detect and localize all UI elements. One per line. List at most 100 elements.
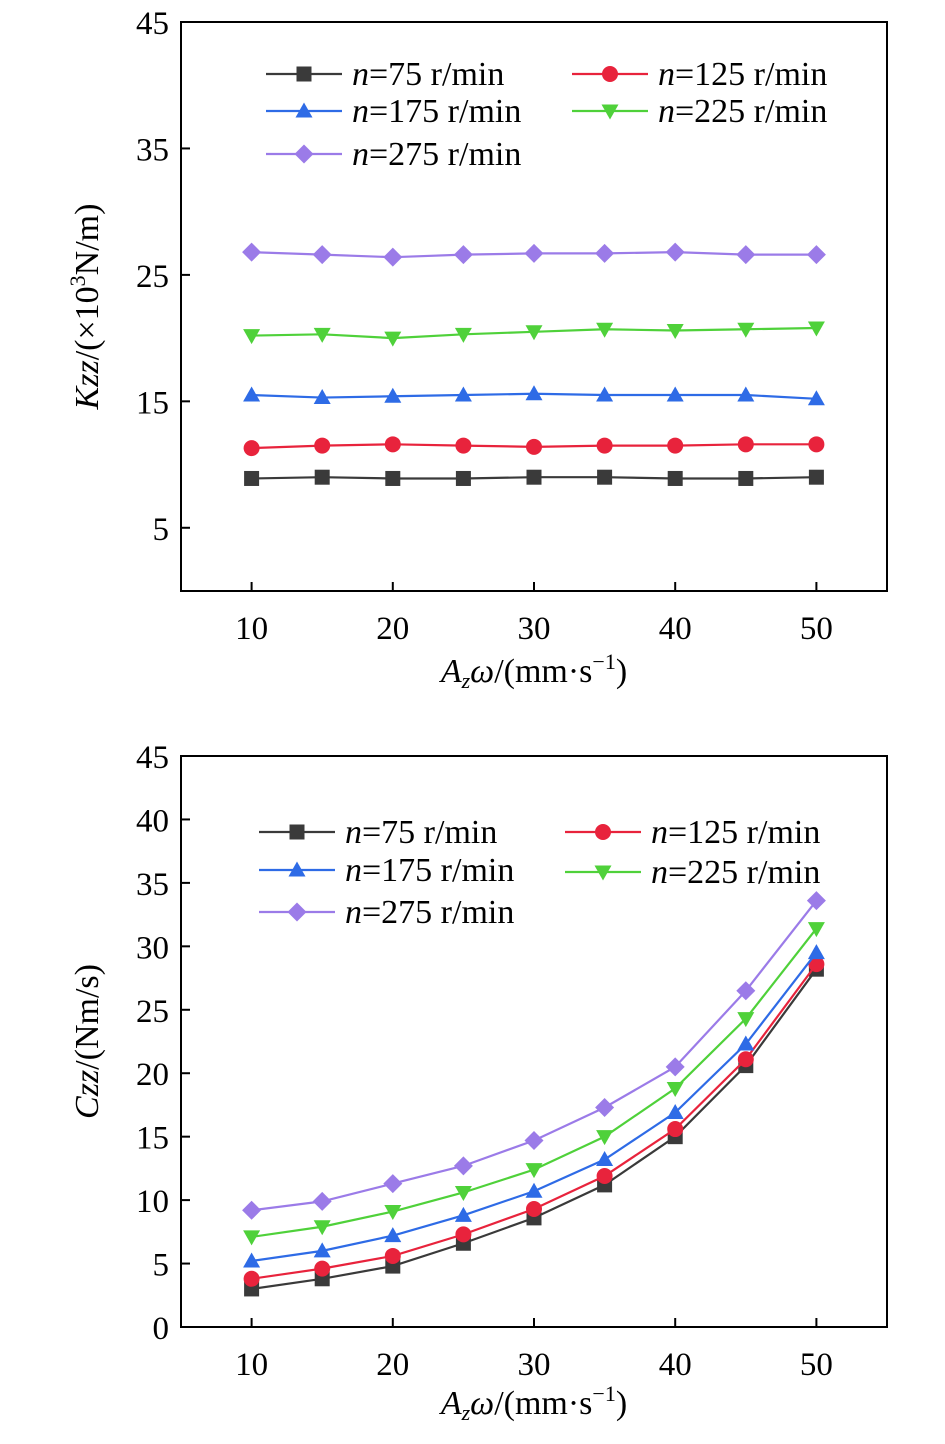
x-label-unit-end: ) — [616, 653, 627, 690]
marker-triangle-up — [295, 102, 313, 118]
x-label-subscript: z — [461, 1400, 471, 1425]
x-label-omega: ω — [470, 653, 494, 690]
legend-speed: =275 r/min — [369, 136, 521, 173]
y-label-symbol: Czz — [69, 1070, 106, 1119]
marker-diamond — [453, 245, 473, 265]
legend-item: n=225 r/min — [565, 854, 820, 891]
marker-triangle-up — [454, 1206, 472, 1222]
legend-n: n — [651, 814, 668, 851]
y-tick-label: 0 — [153, 1311, 170, 1347]
x-axis-label: Azω/(mm·s−1) — [439, 1381, 627, 1425]
marker-diamond — [312, 1191, 332, 1211]
marker-triangle-up — [288, 861, 306, 877]
legend-n: n — [345, 852, 362, 889]
marker-triangle-down — [384, 1205, 402, 1221]
legend-speed: =175 r/min — [369, 93, 521, 130]
marker-circle — [243, 1270, 260, 1287]
legend-speed: =275 r/min — [362, 894, 514, 931]
marker-triangle-down — [596, 322, 614, 338]
x-tick-label: 50 — [800, 611, 833, 647]
y-tick-label: 10 — [136, 1184, 169, 1220]
series-line — [251, 963, 818, 1280]
marker-triangle-down — [525, 325, 543, 341]
y-label-unit: /(×10 — [69, 286, 106, 360]
marker-circle — [595, 824, 611, 840]
y-tick-label: 25 — [136, 994, 169, 1030]
legend-n: n — [658, 93, 675, 130]
series-3 — [243, 922, 825, 1246]
marker-diamond — [242, 1200, 262, 1220]
marker-diamond — [595, 243, 615, 263]
marker-triangle-up — [313, 389, 331, 405]
marker-diamond — [806, 891, 826, 911]
marker-square — [738, 470, 754, 486]
marker-diamond — [312, 245, 332, 265]
marker-triangle-down — [666, 324, 684, 340]
marker-diamond — [524, 243, 544, 263]
y-label-unit-end: N/m) — [69, 204, 106, 276]
legend-label: n=75 r/min — [345, 814, 497, 851]
legend-label: n=275 r/min — [345, 894, 514, 931]
marker-circle — [667, 437, 684, 454]
y-tick-label: 45 — [136, 740, 169, 776]
marker-square — [244, 470, 260, 486]
y-tick-label: 5 — [153, 1248, 170, 1284]
marker-circle — [667, 1121, 684, 1138]
marker-circle — [526, 438, 542, 455]
legend-n: n — [345, 814, 362, 851]
legend-n: n — [651, 854, 668, 891]
marker-diamond — [806, 245, 826, 265]
marker-triangle-up — [666, 386, 684, 402]
y-label-exponent: 3 — [65, 275, 90, 286]
legend-item: n=275 r/min — [259, 894, 514, 931]
marker-circle — [808, 436, 825, 453]
x-label-exponent: −1 — [592, 1381, 615, 1406]
legend-item: n=175 r/min — [259, 852, 514, 889]
marker-circle — [314, 437, 331, 454]
legend-speed: =125 r/min — [668, 814, 820, 851]
series-4 — [242, 242, 826, 267]
marker-diamond — [736, 245, 756, 265]
y-tick-label: 35 — [136, 132, 169, 168]
x-label-unit: /(mm·s — [494, 653, 592, 690]
legend-speed: =125 r/min — [675, 56, 827, 93]
marker-circle — [526, 1200, 542, 1217]
marker-triangle-down — [243, 1230, 261, 1246]
marker-diamond — [383, 1174, 403, 1194]
legend-item: n=175 r/min — [266, 93, 521, 130]
x-tick-label: 10 — [235, 1347, 268, 1383]
legend-item: n=125 r/min — [572, 56, 827, 93]
legend-label: n=175 r/min — [345, 852, 514, 889]
series-3 — [243, 321, 825, 347]
marker-triangle-down — [737, 1012, 755, 1028]
marker-diamond — [242, 242, 262, 262]
legend-item: n=275 r/min — [266, 136, 521, 173]
y-tick-label: 25 — [136, 259, 169, 295]
y-tick-label: 20 — [136, 1057, 169, 1093]
marker-square — [597, 469, 613, 485]
chart-kzz: 5 15 25 35 45 10 20 30 40 50 Azω/(mm·s−1) Kzz/(×103… — [65, 6, 888, 693]
marker-triangle-up — [243, 1252, 261, 1268]
marker-triangle-up — [596, 1151, 614, 1167]
marker-triangle-up — [737, 1035, 755, 1051]
legend-item: n=225 r/min — [572, 93, 827, 130]
marker-circle — [384, 436, 401, 453]
y-label-unit: /(Nm/s) — [69, 964, 106, 1070]
legend-speed: =225 r/min — [668, 854, 820, 891]
marker-circle — [314, 1260, 331, 1277]
marker-square — [455, 470, 471, 486]
marker-diamond — [524, 1130, 544, 1150]
marker-circle — [455, 437, 472, 454]
legend-n: n — [352, 136, 369, 173]
marker-triangle-up — [737, 386, 755, 402]
marker-diamond — [383, 247, 403, 267]
marker-square — [526, 469, 542, 485]
legend-label: n=75 r/min — [352, 56, 504, 93]
legend-label: n=225 r/min — [658, 93, 827, 130]
marker-triangle-down — [807, 321, 825, 337]
marker-triangle-up — [313, 1242, 331, 1258]
marker-diamond — [665, 242, 685, 262]
x-tick-label: 40 — [659, 1347, 692, 1383]
y-tick-label: 30 — [136, 930, 169, 966]
marker-square — [808, 469, 824, 485]
